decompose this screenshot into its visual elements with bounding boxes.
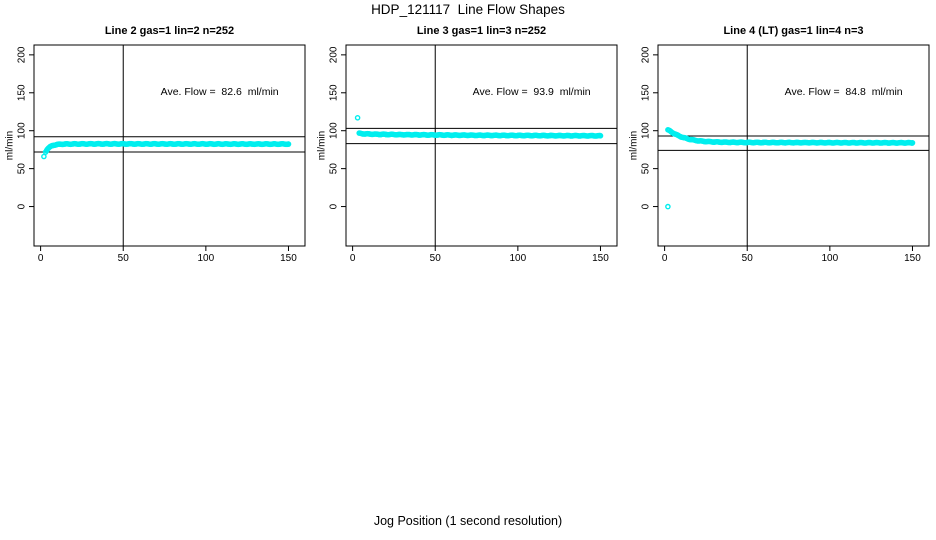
panel-title: Line 3 gas=1 lin=3 n=252 xyxy=(417,25,546,37)
y-tick-label: 0 xyxy=(641,203,652,209)
data-points xyxy=(665,127,916,146)
y-tick-label: 200 xyxy=(329,46,340,63)
data-points xyxy=(356,130,604,139)
x-tick-label: 150 xyxy=(904,253,921,264)
x-tick-label: 50 xyxy=(430,253,442,264)
x-tick-label: 150 xyxy=(280,253,297,264)
y-tick-label: 50 xyxy=(17,163,28,175)
y-tick-label: 100 xyxy=(329,122,340,139)
y-axis-label: ml/min xyxy=(5,131,16,160)
data-points xyxy=(42,140,292,155)
y-tick-label: 150 xyxy=(17,84,28,101)
y-tick-label: 200 xyxy=(17,46,28,63)
y-tick-label: 0 xyxy=(329,203,340,209)
x-tick-label: 150 xyxy=(592,253,609,264)
x-tick-label: 100 xyxy=(822,253,839,264)
y-axis-label: ml/min xyxy=(629,131,640,160)
x-tick-label: 100 xyxy=(510,253,527,264)
figure-title: HDP_121117 Line Flow Shapes xyxy=(371,2,565,17)
flow-panel-2: Line 3 gas=1 lin=3 n=252 0 50 100 150 200 0 50 1… xyxy=(317,25,618,264)
plot-box xyxy=(345,44,618,247)
ave-flow-annotation: Ave. Flow = 82.6 ml/min xyxy=(161,86,279,98)
y-tick-label: 200 xyxy=(641,46,652,63)
panel-title: Line 4 (LT) gas=1 lin=4 n=3 xyxy=(723,25,863,37)
plot-box xyxy=(33,44,306,247)
y-tick-label: 0 xyxy=(17,203,28,209)
ave-flow-annotation: Ave. Flow = 84.8 ml/min xyxy=(785,86,903,98)
ave-flow-annotation: Ave. Flow = 93.9 ml/min xyxy=(473,86,591,98)
x-tick-label: 0 xyxy=(38,253,44,264)
x-axis-label: Jog Position (1 second resolution) xyxy=(373,514,563,528)
outlier-point xyxy=(41,153,47,160)
panels-row: Line 2 gas=1 lin=2 n=252 0 50 100 150 200 0 50 1… xyxy=(5,25,930,264)
y-tick-label: 100 xyxy=(641,122,652,139)
x-tick-label: 0 xyxy=(662,253,668,264)
y-tick-label: 50 xyxy=(641,163,652,175)
x-tick-label: 0 xyxy=(350,253,356,264)
flow-panel-1: Line 2 gas=1 lin=2 n=252 0 50 100 150 200 0 50 1… xyxy=(5,25,306,264)
y-tick-label: 50 xyxy=(329,163,340,175)
plot-box xyxy=(657,44,930,247)
x-tick-label: 50 xyxy=(742,253,754,264)
flow-panel-3: Line 4 (LT) gas=1 lin=4 n=3 0 50 100 150 200 0… xyxy=(629,25,930,264)
panel-title: Line 2 gas=1 lin=2 n=252 xyxy=(105,25,234,37)
outlier-point xyxy=(354,115,361,121)
y-tick-label: 150 xyxy=(641,84,652,101)
x-tick-label: 100 xyxy=(198,253,215,264)
x-tick-label: 50 xyxy=(118,253,130,264)
outlier-point xyxy=(665,203,671,210)
y-axis-label: ml/min xyxy=(317,131,328,160)
y-tick-label: 100 xyxy=(17,122,28,139)
y-tick-label: 150 xyxy=(329,84,340,101)
